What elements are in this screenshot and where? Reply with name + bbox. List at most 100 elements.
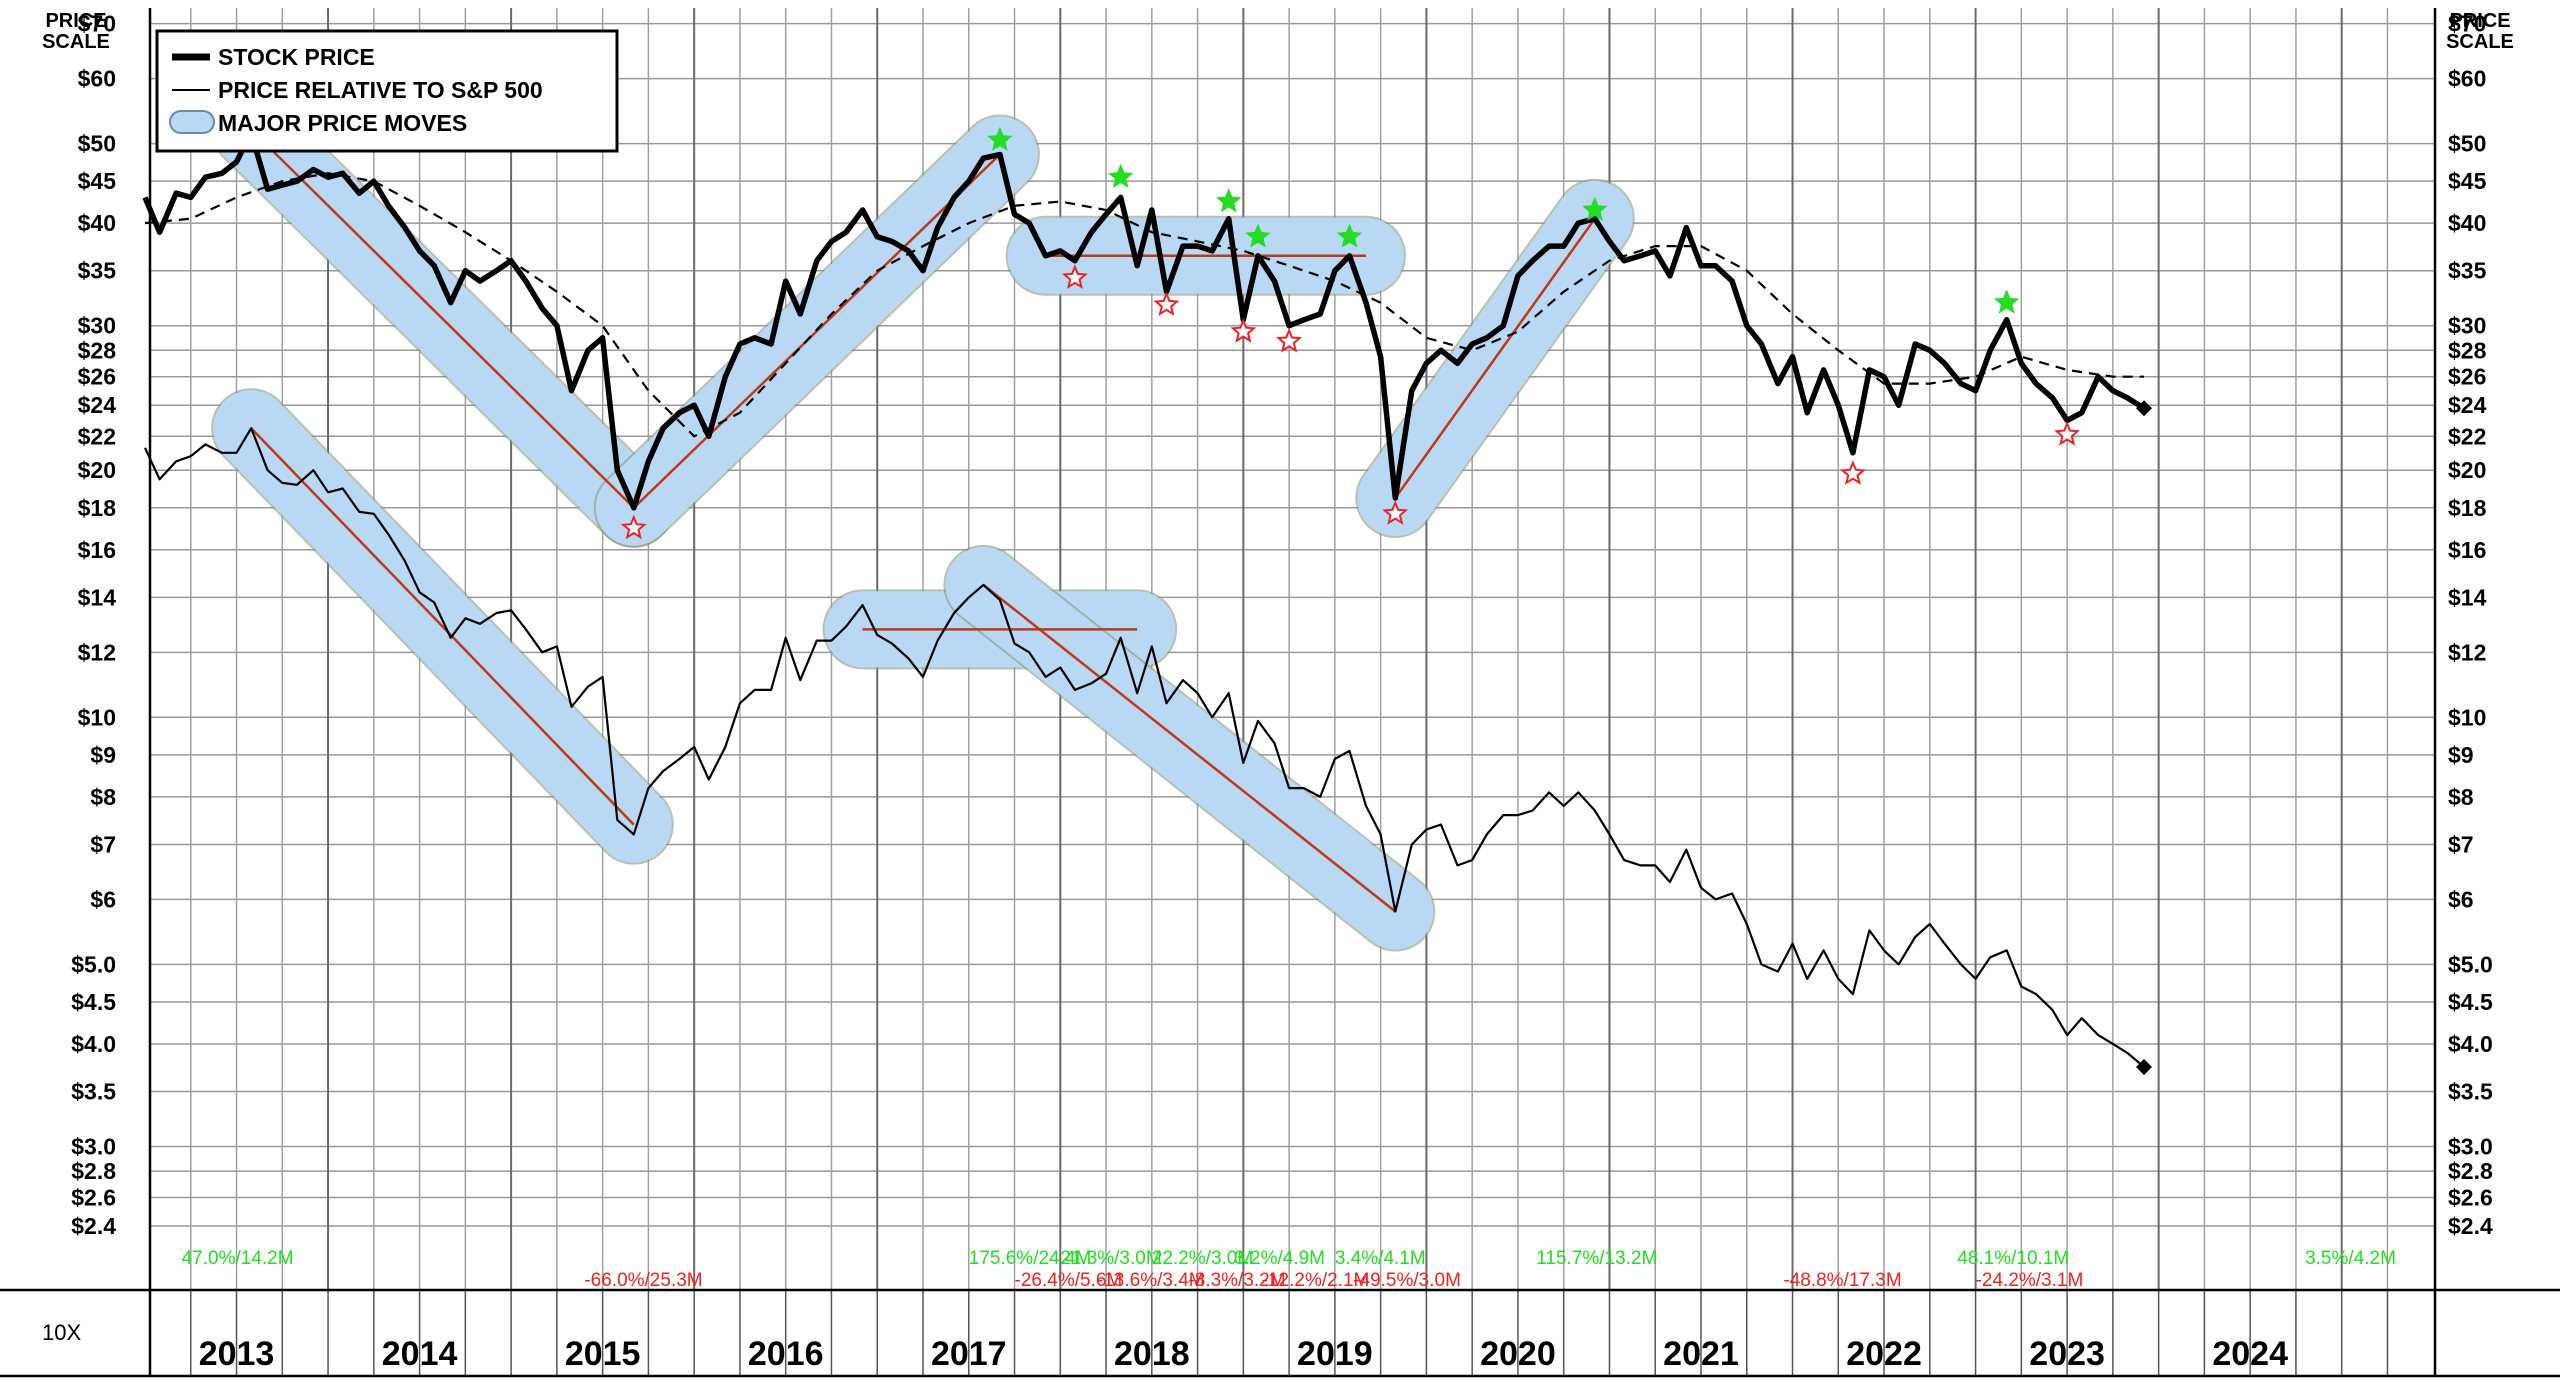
sell-star-marker [1230,318,1257,343]
y-tick-label-right: $2.4 [2448,1213,2493,1239]
y-tick-label-left: $4.5 [71,989,116,1015]
move-annotation-up: 21.3%/3.0M [1060,1248,1161,1269]
y-tick-label-right: $12 [2448,639,2486,665]
y-tick-label-left: $60 [78,66,116,92]
y-tick-label-left: $4.0 [71,1031,116,1057]
move-annotation-up: 22.2%/3.0M [1152,1248,1253,1269]
x-tick-label-year: 2016 [748,1335,824,1373]
price-scale-title-left-line2: SCALE [42,31,110,53]
y-tick-label-right: $24 [2448,392,2487,418]
y-tick-label-left: $35 [78,258,117,284]
move-annotation-down: -8.3%/3.2M [1188,1270,1285,1291]
y-tick-label-right: $60 [2448,66,2486,92]
y-tick-label-right: $18 [2448,495,2487,521]
major-move-trend-line [250,427,635,826]
y-tick-label-right: $7 [2448,831,2474,857]
major-move-trend-line [982,583,1397,913]
buy-star-marker [1336,223,1363,248]
y-tick-label-right: $2.6 [2448,1185,2493,1211]
y-tick-label-left: $2.8 [71,1158,116,1184]
y-tick-label-right: $5.0 [2448,951,2493,977]
y-tick-label-right: $2.8 [2448,1158,2493,1184]
major-move-trend-line [250,128,635,509]
y-tick-label-left: $30 [78,313,116,339]
sell-star-marker [2054,420,2081,446]
y-tick-label-left: $7 [90,831,116,857]
move-annotation-up: 3.5%/4.2M [2305,1248,2396,1269]
y-tick-label-right: $3.5 [2448,1079,2493,1105]
y-tick-label-left: $28 [78,337,117,363]
sell-star-marker [1062,264,1088,289]
y-tick-label-left: $16 [78,537,116,563]
y-tick-label-right: $9 [2448,742,2474,768]
y-tick-label-left: $2.4 [71,1213,116,1239]
y-tick-label-right: $8 [2448,784,2474,810]
legend: STOCK PRICE PRICE RELATIVE TO S&P 500 MA… [155,29,619,153]
price-scale-title-right-line1: PRICE [2449,10,2510,32]
buy-star-marker [987,126,1013,151]
x-tick-label-year: 2015 [565,1335,641,1373]
sell-star-marker [1276,327,1303,353]
y-tick-label-left: $2.6 [71,1185,116,1211]
y-tick-label-left: $20 [78,457,116,483]
y-tick-label-right: $4.0 [2448,1031,2493,1057]
x-tick-label-year: 2021 [1663,1335,1739,1373]
y-tick-label-left: $5.0 [71,951,116,977]
move-annotation-down: -49.5%/3.0M [1353,1270,1461,1291]
ten-x-label: 10X [42,1320,81,1345]
legend-label-relative: PRICE RELATIVE TO S&P 500 [218,77,543,103]
move-annotation-up: 115.7%/13.2M [1536,1248,1657,1269]
stock-price-line [142,130,2146,511]
y-tick-label-left: $3.0 [71,1133,116,1159]
chart-markers: 47.0%/14.2M 175.6%/24.4M21.3%/3.0M22.2%/3… [182,102,2396,1291]
sell-star-marker [1153,291,1180,316]
move-annotation-down: -13.6%/3.4M [1097,1270,1205,1291]
y-tick-label-left: $12 [78,639,116,665]
major-move-trend-line [1394,217,1596,499]
y-tick-label-left: $18 [78,495,117,521]
y-tick-label-right: $6 [2448,886,2474,912]
y-tick-label-right: $30 [2448,313,2486,339]
x-tick-label-year: 2013 [199,1335,275,1373]
x-tick-label-year: 2020 [1480,1335,1556,1373]
y-tick-label-right: $50 [2448,131,2486,157]
y-tick-label-right: $4.5 [2448,989,2493,1015]
sell-star-marker [1382,500,1409,525]
y-tick-label-right: $10 [2448,704,2486,730]
x-tick-label-year: 2022 [1846,1335,1922,1373]
legend-label-stock-price: STOCK PRICE [218,44,375,70]
legend-label-major-moves: MAJOR PRICE MOVES [218,110,467,136]
move-annotation-up: 3.4%/4.1M [1335,1248,1426,1269]
y-tick-label-left: $14 [78,584,117,610]
last-price-marker [2135,400,2152,417]
y-tick-label-right: $22 [2448,423,2486,449]
y-tick-label-right: $3.0 [2448,1133,2493,1159]
sell-star-marker [620,514,647,540]
price-scale-title-left-line1: PRICE [45,10,106,32]
x-tick-label-year: 2017 [931,1335,1007,1373]
move-annotation-up: 47.0%/14.2M [182,1248,294,1269]
buy-star-marker [1108,163,1134,188]
legend-box [155,29,619,153]
move-annotation-down: -26.4%/5.6M [1015,1270,1123,1291]
y-tick-label-right: $14 [2448,584,2487,610]
buy-star-marker [1994,289,2020,314]
y-tick-label-left: $40 [78,210,116,236]
x-tick-label-year: 2014 [382,1335,458,1373]
y-tick-label-left: $45 [78,168,117,194]
move-annotation-down: -48.8%/17.3M [1783,1270,1901,1291]
y-tick-label-right: $45 [2448,168,2487,194]
x-tick-label-year: 2024 [2212,1335,2288,1373]
moving-average-line [144,172,2144,438]
y-tick-label-right: $40 [2448,210,2486,236]
price-scale-title-right-line2: SCALE [2446,31,2514,53]
last-price-marker [2135,1058,2152,1075]
y-tick-label-left: $22 [78,423,116,449]
y-tick-label-left: $6 [90,886,116,912]
y-tick-label-left: $9 [90,742,116,768]
move-annotation-up: 48.1%/10.1M [1957,1248,2069,1269]
x-tick-label-year: 2023 [2029,1335,2105,1373]
x-tick-label-year: 2019 [1297,1335,1373,1373]
relative-to-sp500-line [144,427,2145,1068]
buy-star-marker [1216,188,1242,213]
